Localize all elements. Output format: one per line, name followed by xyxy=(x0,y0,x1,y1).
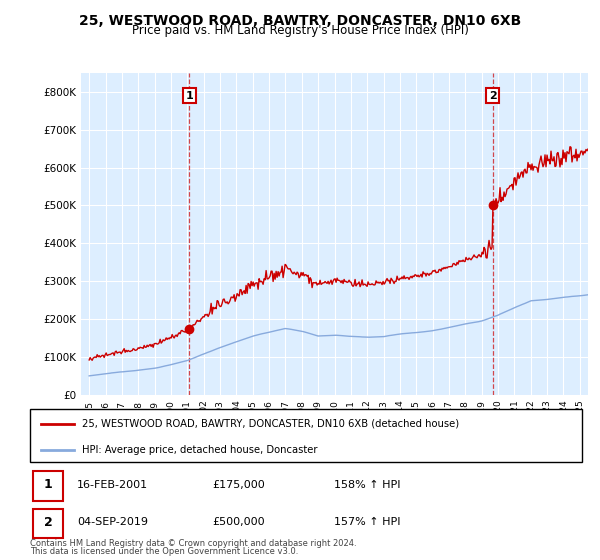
Text: Price paid vs. HM Land Registry's House Price Index (HPI): Price paid vs. HM Land Registry's House … xyxy=(131,24,469,37)
Text: HPI: Average price, detached house, Doncaster: HPI: Average price, detached house, Donc… xyxy=(82,445,318,455)
Text: £500,000: £500,000 xyxy=(212,517,265,528)
Text: 1: 1 xyxy=(44,478,52,492)
Text: 25, WESTWOOD ROAD, BAWTRY, DONCASTER, DN10 6XB: 25, WESTWOOD ROAD, BAWTRY, DONCASTER, DN… xyxy=(79,14,521,28)
Text: 1: 1 xyxy=(185,91,193,101)
Bar xyxy=(33,508,63,538)
Bar xyxy=(33,471,63,501)
Text: This data is licensed under the Open Government Licence v3.0.: This data is licensed under the Open Gov… xyxy=(30,547,298,556)
Text: 04-SEP-2019: 04-SEP-2019 xyxy=(77,517,148,528)
Text: 157% ↑ HPI: 157% ↑ HPI xyxy=(334,517,400,528)
Text: 25, WESTWOOD ROAD, BAWTRY, DONCASTER, DN10 6XB (detached house): 25, WESTWOOD ROAD, BAWTRY, DONCASTER, DN… xyxy=(82,419,460,429)
Text: Contains HM Land Registry data © Crown copyright and database right 2024.: Contains HM Land Registry data © Crown c… xyxy=(30,539,356,548)
Text: £175,000: £175,000 xyxy=(212,480,265,490)
Text: 2: 2 xyxy=(489,91,496,101)
Text: 2: 2 xyxy=(44,516,52,529)
Text: 16-FEB-2001: 16-FEB-2001 xyxy=(77,480,148,490)
Text: 158% ↑ HPI: 158% ↑ HPI xyxy=(334,480,400,490)
